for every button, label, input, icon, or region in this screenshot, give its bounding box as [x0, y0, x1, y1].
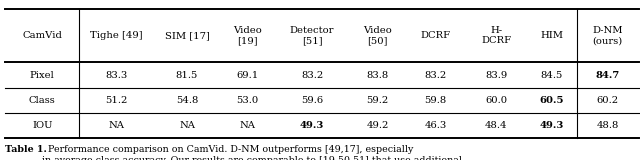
Text: 84.7: 84.7: [596, 71, 620, 80]
Text: 48.8: 48.8: [596, 121, 619, 130]
Text: 59.8: 59.8: [424, 96, 447, 105]
Text: 49.2: 49.2: [367, 121, 389, 130]
Text: Detector
[51]: Detector [51]: [290, 26, 334, 45]
Text: 83.3: 83.3: [106, 71, 127, 80]
Text: 60.0: 60.0: [485, 96, 508, 105]
Text: D-NM
(ours): D-NM (ours): [593, 26, 623, 45]
Text: Tighe [49]: Tighe [49]: [90, 31, 143, 40]
Text: CamVid: CamVid: [22, 31, 62, 40]
Text: 59.6: 59.6: [301, 96, 323, 105]
Text: 60.2: 60.2: [596, 96, 619, 105]
Text: 83.2: 83.2: [301, 71, 323, 80]
Text: 84.5: 84.5: [541, 71, 563, 80]
Text: 54.8: 54.8: [176, 96, 198, 105]
Text: 53.0: 53.0: [237, 96, 259, 105]
Text: 69.1: 69.1: [237, 71, 259, 80]
Text: IOU: IOU: [32, 121, 52, 130]
Text: 83.8: 83.8: [367, 71, 388, 80]
Text: 49.3: 49.3: [300, 121, 324, 130]
Text: 46.3: 46.3: [424, 121, 447, 130]
Text: 81.5: 81.5: [176, 71, 198, 80]
Text: 49.3: 49.3: [540, 121, 564, 130]
Text: H-
DCRF: H- DCRF: [481, 26, 511, 45]
Text: NA: NA: [239, 121, 255, 130]
Text: NA: NA: [179, 121, 195, 130]
Text: 48.4: 48.4: [485, 121, 508, 130]
Text: Pixel: Pixel: [30, 71, 54, 80]
Text: Video
[19]: Video [19]: [233, 26, 262, 45]
Text: 60.5: 60.5: [540, 96, 564, 105]
Text: SIM [17]: SIM [17]: [164, 31, 209, 40]
Text: Video
[50]: Video [50]: [364, 26, 392, 45]
Text: NA: NA: [109, 121, 125, 130]
Text: 59.2: 59.2: [367, 96, 388, 105]
Text: Table 1.: Table 1.: [5, 145, 47, 154]
Text: 83.9: 83.9: [485, 71, 508, 80]
Text: Class: Class: [29, 96, 56, 105]
Text: Performance comparison on CamVid. D-NM outperforms [49,17], especially
in averag: Performance comparison on CamVid. D-NM o…: [42, 145, 462, 160]
Text: 83.2: 83.2: [424, 71, 447, 80]
Text: HIM: HIM: [540, 31, 563, 40]
Text: 51.2: 51.2: [106, 96, 128, 105]
Text: DCRF: DCRF: [420, 31, 451, 40]
